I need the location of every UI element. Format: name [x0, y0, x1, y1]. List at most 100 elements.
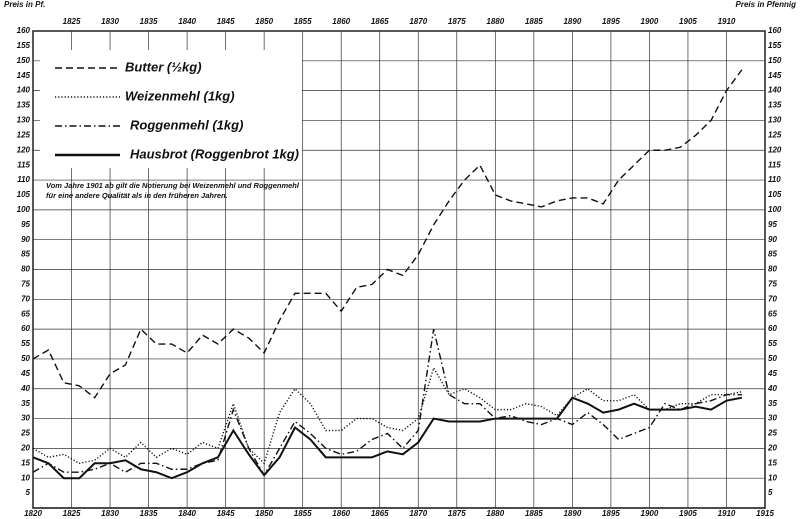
series-line	[32, 328, 742, 477]
x-tick-label-top: 1835	[140, 17, 158, 26]
y-tick-label: 100	[17, 205, 31, 214]
y-tick-label-right: 85	[768, 250, 777, 259]
y-tick-label: 60	[21, 324, 30, 333]
x-tick-label: 1825	[63, 509, 81, 518]
y-tick-label-right: 60	[768, 324, 777, 333]
y-tick-label-right: 30	[768, 414, 777, 423]
x-tick-label-top: 1890	[563, 17, 581, 26]
x-tick-label-top: 1855	[294, 17, 312, 26]
y-tick-label-right: 135	[768, 101, 782, 110]
y-tick-label-right: 75	[768, 280, 777, 289]
y-tick-label: 90	[21, 235, 30, 244]
x-tick-label-top: 1825	[63, 17, 81, 26]
x-tick-label-top: 1875	[448, 17, 466, 26]
y-tick-label: 95	[21, 220, 30, 229]
x-tick-label-top: 1830	[101, 17, 119, 26]
y-axis-title-right: Preis in Pfennig	[736, 0, 797, 9]
y-tick-label-right: 5	[768, 488, 773, 497]
y-tick-label-right: 50	[768, 354, 777, 363]
y-tick-label-right: 120	[768, 145, 782, 154]
legend-label: Hausbrot (Roggenbrot 1kg)	[130, 146, 299, 161]
y-tick-label-right: 130	[768, 116, 782, 125]
x-tick-label-top: 1870	[409, 17, 427, 26]
series-line	[32, 396, 743, 480]
series-line	[32, 69, 743, 399]
x-tick-label: 1820	[24, 509, 42, 518]
y-tick-label-right: 10	[768, 473, 777, 482]
y-tick-label: 160	[17, 26, 31, 35]
x-tick-label: 1905	[679, 509, 697, 518]
y-tick-label: 15	[21, 458, 30, 467]
y-tick-label: 35	[21, 399, 30, 408]
x-tick-label: 1895	[602, 509, 620, 518]
y-tick-label-right: 125	[768, 130, 782, 139]
y-tick-label: 20	[20, 443, 30, 452]
x-tick-label: 1855	[294, 509, 312, 518]
x-tick-label-top: 1860	[332, 17, 350, 26]
y-tick-label: 40	[20, 384, 30, 393]
x-tick-label-top: 1865	[371, 17, 389, 26]
y-tick-label-right: 80	[768, 265, 777, 274]
series-line	[32, 366, 743, 465]
y-tick-label: 25	[20, 429, 30, 438]
y-tick-label-right: 140	[768, 86, 782, 95]
y-tick-label-right: 55	[768, 339, 777, 348]
x-tick-label: 1910	[718, 509, 736, 518]
y-tick-label-right: 65	[768, 309, 777, 318]
y-tick-label: 80	[21, 265, 30, 274]
y-tick-label-right: 160	[768, 26, 782, 35]
y-tick-label-right: 90	[768, 235, 777, 244]
y-tick-label-right: 155	[768, 41, 782, 50]
x-tick-label-top: 1885	[525, 17, 543, 26]
y-tick-label: 140	[17, 86, 31, 95]
x-tick-label: 1870	[409, 509, 427, 518]
x-tick-label: 1830	[101, 509, 119, 518]
y-axis-title-left: Preis in Pf.	[4, 0, 45, 9]
x-tick-label: 1850	[255, 509, 273, 518]
x-tick-label-top: 1840	[178, 17, 196, 26]
y-tick-label-right: 115	[768, 160, 781, 169]
y-tick-label-right: 100	[768, 205, 782, 214]
y-tick-label: 75	[21, 280, 30, 289]
x-tick-label-top: 1880	[486, 17, 504, 26]
note: Vom Jahre 1901 ab gilt die Notierung bei…	[46, 181, 300, 200]
y-tick-label-right: 35	[768, 399, 777, 408]
y-tick-label: 145	[17, 71, 31, 80]
x-tick-label-top: 1905	[679, 17, 697, 26]
y-tick-label-right: 145	[768, 71, 782, 80]
legend-box	[40, 50, 302, 168]
y-tick-label: 125	[17, 130, 31, 139]
x-tick-label: 1835	[140, 509, 158, 518]
x-tick-label: 1845	[217, 509, 235, 518]
x-tick-label-top: 1850	[255, 17, 273, 26]
y-tick-label: 105	[17, 190, 31, 199]
y-tick-label: 155	[17, 41, 31, 50]
x-tick-label: 1860	[332, 509, 350, 518]
y-tick-label: 115	[17, 160, 30, 169]
y-tick-label: 150	[17, 56, 31, 65]
legend-label: Weizenmehl (1kg)	[125, 88, 235, 103]
x-tick-label: 1915	[756, 509, 774, 518]
y-tick-label: 65	[21, 309, 30, 318]
y-tick-label-right: 150	[768, 56, 782, 65]
y-tick-label: 45	[20, 369, 30, 378]
y-tick-label: 120	[17, 145, 31, 154]
y-tick-label: 85	[21, 250, 30, 259]
y-tick-label-right: 15	[768, 458, 777, 467]
y-tick-label: 110	[17, 175, 30, 184]
y-tick-label-right: 95	[768, 220, 777, 229]
y-tick-label-right: 110	[768, 175, 781, 184]
x-tick-label: 1890	[563, 509, 581, 518]
x-tick-label: 1900	[641, 509, 659, 518]
x-tick-label-top: 1910	[718, 17, 736, 26]
x-tick-label-top: 1895	[602, 17, 620, 26]
y-tick-label: 135	[17, 101, 31, 110]
y-tick-label: 5	[26, 488, 31, 497]
y-tick-label: 130	[17, 116, 31, 125]
y-tick-label-right: 45	[767, 369, 777, 378]
x-tick-label-top: 1900	[641, 17, 659, 26]
y-tick-label: 55	[21, 339, 30, 348]
legend-label: Roggenmehl (1kg)	[130, 117, 243, 132]
x-tick-label: 1880	[486, 509, 504, 518]
